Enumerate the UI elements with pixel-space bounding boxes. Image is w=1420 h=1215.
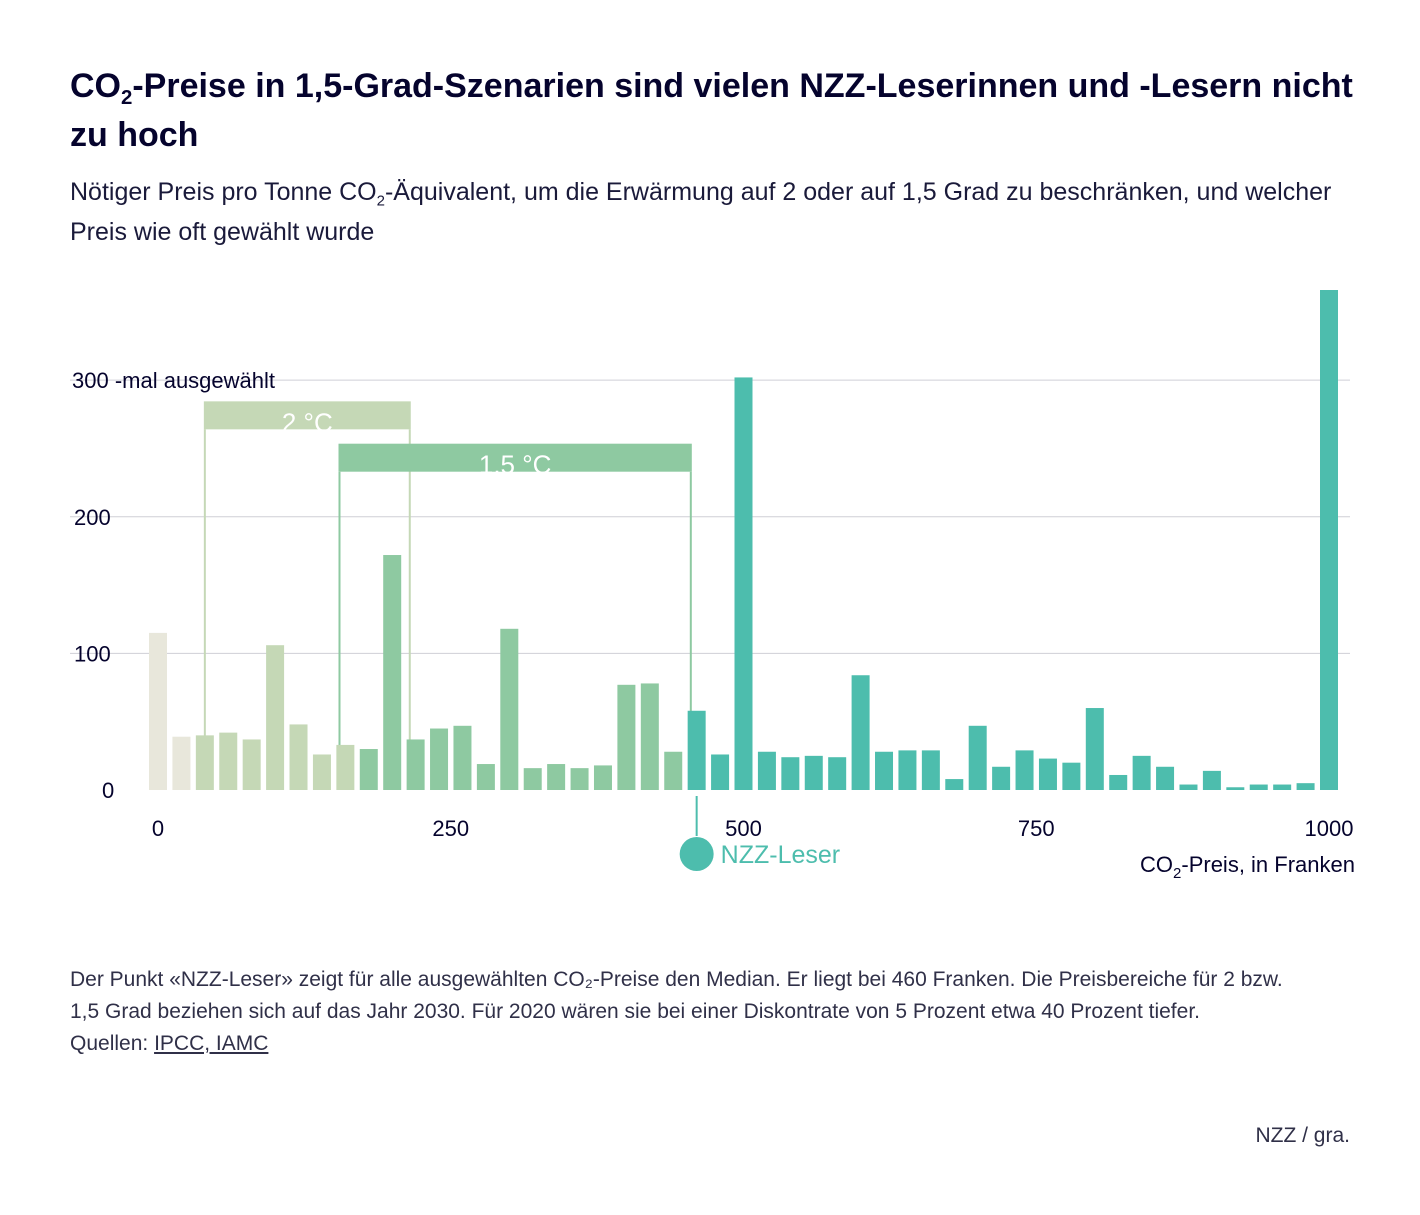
credit: NZZ / gra. <box>1255 1124 1350 1147</box>
bars <box>149 290 1338 790</box>
bar <box>1202 770 1221 790</box>
bar <box>570 768 589 790</box>
sources-link[interactable]: IPCC, IAMC <box>154 1032 269 1055</box>
bar <box>476 764 495 790</box>
y-tick-label: 100 <box>74 641 111 666</box>
median-marker: NZZ-Leser <box>679 796 840 871</box>
x-tick-label: 750 <box>1018 816 1055 841</box>
bar <box>1015 750 1034 790</box>
footnote-text: Der Punkt «NZZ-Leser» zeigt für alle aus… <box>70 968 1283 1023</box>
bar <box>1179 784 1198 790</box>
chart-subtitle: Nötiger Preis pro Tonne CO2-Äquivalent, … <box>70 178 1332 246</box>
bar <box>1320 290 1338 790</box>
footnote: Der Punkt «NZZ-Leser» zeigt für alle aus… <box>70 964 1310 1060</box>
bar <box>757 751 776 790</box>
bar <box>195 735 214 790</box>
bar <box>921 750 940 790</box>
bar <box>523 768 542 790</box>
bar <box>640 683 659 790</box>
bar <box>593 765 612 790</box>
range-label: 1,5 °C <box>479 450 552 480</box>
bar <box>898 750 917 790</box>
bar <box>875 751 894 790</box>
bar <box>992 766 1011 790</box>
bar <box>1132 755 1151 790</box>
bar <box>289 724 308 790</box>
bar <box>1062 762 1081 790</box>
bar <box>734 377 753 790</box>
bar <box>406 739 425 790</box>
range-band <box>338 443 692 472</box>
bar <box>312 754 331 790</box>
bar <box>266 645 285 790</box>
y-tick-label: 200 <box>74 505 111 530</box>
bar <box>664 751 683 790</box>
bar <box>149 632 167 790</box>
bar <box>453 725 472 790</box>
x-axis-label: CO2-Preis, in Franken <box>1140 852 1355 882</box>
scenario-range-labels: 2 °C 1,5 °C <box>203 401 692 480</box>
median-marker-dot <box>679 837 714 871</box>
bar <box>1296 783 1315 790</box>
bar <box>219 732 238 790</box>
bar <box>945 779 964 790</box>
bar <box>430 728 449 790</box>
bar <box>1273 784 1292 790</box>
bar <box>687 710 706 790</box>
bar <box>1109 774 1128 790</box>
x-tick-label: 500 <box>725 816 762 841</box>
bar <box>500 628 519 790</box>
bar <box>359 749 378 790</box>
chart-title: CO2-Preise in 1,5-Grad-Szenarien sind vi… <box>70 67 1353 154</box>
range-band <box>203 401 411 430</box>
bar <box>711 754 730 790</box>
median-marker-label: NZZ-Leser <box>721 841 840 869</box>
y-tick-label: 0 <box>102 778 114 803</box>
bar <box>383 555 402 790</box>
x-tick-label: 0 <box>152 816 164 841</box>
sources-label: Quellen: <box>70 1032 155 1055</box>
bar <box>336 744 355 790</box>
x-axis: 0 250 500 750 1000 <box>152 816 1354 841</box>
bar <box>1249 784 1268 790</box>
x-tick-label: 250 <box>432 816 469 841</box>
bar <box>1226 787 1245 790</box>
bar <box>617 684 636 790</box>
bar <box>781 757 800 790</box>
bar <box>172 736 191 790</box>
bar-chart: 2 °C 1,5 °C 0 100 200 300 -mal ausgewählt 0 2… <box>70 290 1355 882</box>
bar <box>547 764 566 790</box>
bar <box>968 725 987 790</box>
y-axis: 0 100 200 300 -mal ausgewählt <box>72 368 275 803</box>
range-label: 2 °C <box>282 407 333 437</box>
scenario-ranges <box>203 429 692 790</box>
bar <box>851 675 870 790</box>
bar <box>242 739 261 790</box>
bar <box>804 755 823 790</box>
bar <box>1085 708 1104 790</box>
bar <box>828 757 847 790</box>
bar <box>1156 766 1175 790</box>
x-tick-label: 1000 <box>1305 816 1354 841</box>
bar <box>1038 758 1057 790</box>
y-tick-label: 300 -mal ausgewählt <box>72 368 275 393</box>
